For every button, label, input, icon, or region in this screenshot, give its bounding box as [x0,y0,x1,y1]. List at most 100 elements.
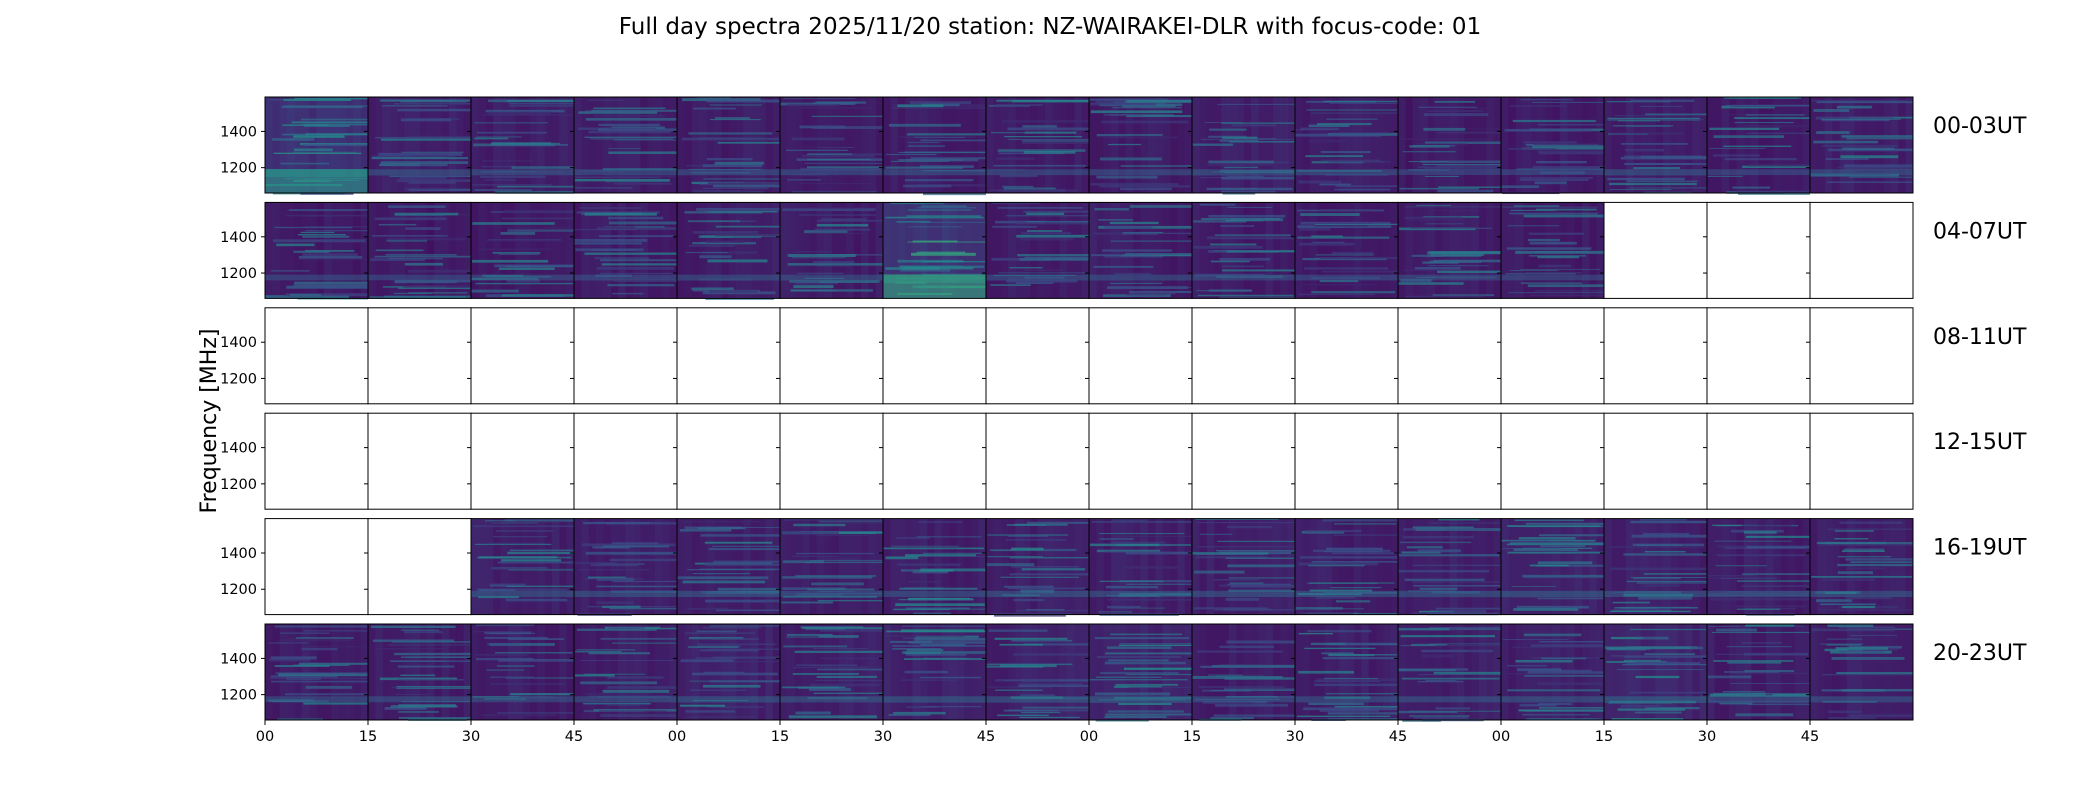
spectrogram-line [1525,272,1582,274]
spectrogram-band [265,696,368,703]
spectrogram-line [1120,187,1172,191]
spectrogram-line [999,643,1044,646]
spectrogram-cell [1030,97,1038,193]
spectrogram-line [1021,568,1086,571]
spectrogram-line [386,239,428,242]
spectrogram-line [804,230,848,234]
spectrogram-cell [949,518,958,615]
spectrogram-cell [574,518,582,615]
spectrogram-line [1644,653,1696,656]
spectrogram-cell [750,97,759,193]
spectrogram-cell [883,624,891,720]
spectrogram-cell [581,624,590,720]
spectrogram-line [1715,628,1757,632]
spectrogram-cell [1052,202,1061,299]
spectrogram-cell [1368,97,1377,193]
spectrogram-cell [757,518,766,615]
spectrogram-line [1009,557,1089,559]
spectrogram-line [612,580,677,583]
spectrogram-line [1107,710,1184,713]
spectrogram-line [1208,214,1286,218]
spectrogram-line [484,520,516,522]
spectrogram-line [1707,575,1755,577]
spectrogram-cell [441,624,450,720]
spectrogram-cell [1169,624,1178,720]
y-tick-label: 1200 [220,688,257,704]
spectrogram-panel [261,96,369,195]
spectrogram-line [913,612,952,615]
spectrogram-line [1430,610,1486,612]
spectrogram-line [1319,183,1352,186]
spectrogram-line [1538,264,1571,268]
spectrogram-cell [448,624,457,720]
spectrogram-line [700,534,780,537]
spectrogram-band [780,274,883,281]
spectrogram-line [787,179,822,181]
spectrogram-panel [879,412,987,510]
spectrogram-line [815,535,870,537]
spectrogram-cell [566,518,575,615]
spectrogram-line [1319,709,1380,712]
spectrogram-line [1429,251,1501,254]
spectrogram-line [1520,98,1573,101]
x-tick-label: 15 [1183,729,1201,745]
spectrogram-line [996,99,1089,102]
spectrogram-panel [1703,96,1811,195]
spectrogram-cell [1044,97,1053,193]
spectrogram-line [1437,107,1493,109]
spectrogram-line [1424,167,1501,170]
x-tick-label: 45 [565,729,583,745]
spectrogram-line [988,629,1048,633]
spectrogram-band [1192,590,1295,598]
spectrogram-cell [1015,97,1024,193]
spectrogram-line [1438,518,1480,521]
spectrogram-cell [309,624,317,720]
spectrogram-cell [757,624,766,720]
spectrogram-band [1501,274,1604,281]
spectrogram-cell [1905,518,1914,615]
spectrogram-line [687,220,741,223]
spectrogram-band [780,169,883,176]
spectrogram-cell [1361,518,1370,615]
spectrogram-panel [1085,201,1193,299]
spectrogram-line [989,189,1059,191]
spectrogram-cell [883,518,891,615]
spectrogram-line [1230,218,1284,222]
spectrogram-cell [551,624,560,720]
spectrogram-cell [1442,97,1450,193]
x-tick-label: 00 [1080,729,1098,745]
y-tick-label: 1400 [220,441,257,457]
spectrogram-line [1717,545,1750,548]
spectrogram-line [792,257,847,259]
spectrogram-line [819,281,878,283]
spectrogram-line [1226,250,1295,253]
spectrogram-line [1716,554,1805,557]
spectrogram-line [1312,561,1398,563]
spectrogram-line [1607,118,1704,121]
spectrogram-line [508,103,574,105]
spectrogram-line [497,561,574,564]
spectrogram-cell [287,202,295,299]
spectrogram-cell [1640,97,1649,193]
spectrogram-line [907,581,941,583]
spectrogram-line [1398,570,1490,573]
spectrogram-line [574,561,617,565]
spectrogram-line [906,648,944,652]
spectrogram-line [1645,707,1700,710]
spectrogram-line [1295,607,1343,610]
spectrogram-line [607,284,675,287]
spectrogram-line [900,265,963,267]
spectrogram-cell [1103,624,1112,720]
spectrogram-cell [1670,97,1679,193]
spectrogram-cell [1802,518,1811,615]
spectrogram-line [1631,534,1707,538]
spectrogram-line [1417,674,1460,676]
spectrogram-line [1815,116,1894,120]
spectrogram-cell [1684,518,1693,615]
spectrogram-line [1630,99,1695,102]
spectrogram-line [908,597,970,600]
spectrogram-line [1642,532,1690,536]
spectrogram-cell [706,97,715,193]
spectrogram-line [1106,136,1179,139]
